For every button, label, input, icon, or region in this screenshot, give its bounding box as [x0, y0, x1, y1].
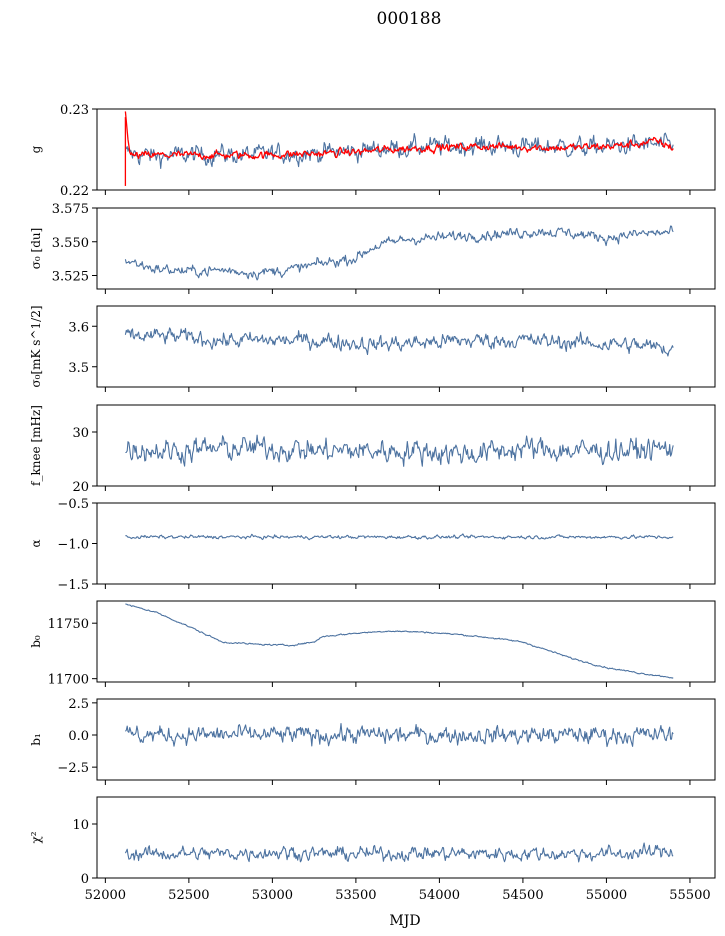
series-line-sigma0-mk-0: [124, 327, 674, 357]
series-group-b1: [124, 723, 674, 748]
axes-frame-g: [96, 108, 716, 191]
y-tick-label-b1-1: 0.0: [68, 729, 89, 744]
panel-chi2: 0 10 χ²: [29, 796, 716, 887]
y-axis-label-chi2: χ²: [29, 831, 43, 843]
y-tick-label-sigma0-mk-0: 3.5: [68, 361, 89, 376]
y-tick-label-sigma0-du-1: 3.550: [52, 236, 89, 251]
y-tick-label-sigma0-du-0: 3.525: [52, 270, 89, 285]
y-axis-label-sigma0-mk: σ₀[mK s^1/2]: [29, 305, 43, 387]
y-tick-label-b1-0: −2.5: [57, 761, 89, 776]
x-tick-label-5: 54500: [502, 888, 543, 903]
y-axis-label-b0: b₀: [29, 635, 43, 648]
panels: 0.22 0.23 g 3.525 3.550 3.575 σ₀ [du] 3.5 3.6 σ₀[…: [29, 103, 716, 903]
series-line-fknee-0: [125, 434, 674, 467]
series-line-chi2-0: [124, 842, 674, 863]
panel-b0: 11700 11750 b₀: [29, 600, 716, 688]
x-tick-labels: 52000 52500 53000 53500 54000 54500 55000 55500: [85, 888, 711, 903]
x-tick-label-1: 52500: [168, 888, 209, 903]
series-group-b0: [125, 603, 674, 679]
series-line-sigma0-du-0: [124, 225, 674, 281]
series-line-alpha-0: [125, 533, 674, 541]
series-group-sigma0-mk: [124, 327, 674, 357]
y-axis-label-fknee: f_knee [mHz]: [29, 405, 43, 486]
y-axis-label-alpha: α: [29, 539, 43, 547]
x-axis-label: MJD: [389, 913, 420, 929]
panel-g: 0.22 0.23 g: [29, 103, 716, 199]
x-tick-label-0: 52000: [85, 888, 126, 903]
series-line-g-0: [125, 132, 674, 170]
series-group-sigma0-du: [124, 225, 674, 281]
y-tick-label-g-0: 0.22: [60, 184, 89, 199]
series-line-b0-0: [125, 603, 674, 679]
series-group-chi2: [124, 842, 674, 863]
panel-sigma0-du: 3.525 3.550 3.575 σ₀ [du]: [29, 202, 716, 294]
y-tick-label-alpha-2: −0.5: [57, 497, 89, 512]
y-tick-label-alpha-1: −1.0: [57, 538, 89, 553]
series-group-g: [124, 111, 674, 170]
axes-frame-alpha: [96, 502, 716, 585]
y-tick-label-fknee-1: 30: [72, 426, 89, 441]
y-tick-label-sigma0-mk-1: 3.6: [68, 320, 89, 335]
y-tick-label-chi2-0: 0: [81, 872, 89, 887]
x-tick-label-7: 55500: [669, 888, 710, 903]
y-tick-label-b0-1: 11750: [48, 617, 89, 632]
axes-frame-sigma0-mk: [96, 305, 716, 388]
x-tick-label-2: 53000: [252, 888, 293, 903]
figure-title: 000188: [377, 9, 442, 29]
y-tick-label-chi2-1: 10: [72, 818, 89, 833]
series-line-g-1: [124, 111, 674, 161]
y-axis-label-sigma0-du: σ₀ [du]: [29, 228, 43, 270]
y-tick-label-sigma0-du-2: 3.575: [52, 202, 89, 217]
panel-sigma0-mk: 3.5 3.6 σ₀[mK s^1/2]: [29, 305, 716, 392]
series-group-fknee: [125, 434, 674, 467]
x-tick-label-4: 54000: [419, 888, 460, 903]
axes-frame-fknee: [96, 404, 716, 487]
axes-frame-b1: [96, 698, 716, 781]
series-group-alpha: [125, 533, 674, 541]
panel-b1: −2.5 0.0 2.5 b₁: [29, 697, 716, 785]
axes-frame-b0: [96, 600, 716, 683]
panel-fknee: 20 30 f_knee [mHz]: [29, 404, 716, 495]
y-tick-label-b0-0: 11700: [48, 673, 89, 688]
y-tick-label-fknee-0: 20: [72, 480, 89, 495]
y-tick-label-alpha-0: −1.5: [57, 578, 89, 593]
axes-frame-chi2: [96, 796, 716, 879]
series-line-b1-0: [124, 723, 674, 748]
x-tick-label-6: 55000: [586, 888, 627, 903]
y-axis-label-g: g: [29, 145, 43, 153]
axes-frame-sigma0-du: [96, 207, 716, 290]
y-tick-label-g-1: 0.23: [60, 103, 89, 118]
y-axis-label-b1: b₁: [29, 733, 43, 746]
x-tick-label-3: 53500: [335, 888, 376, 903]
panel-alpha: −1.5 −1.0 −0.5 α: [29, 497, 716, 593]
y-tick-label-b1-2: 2.5: [68, 697, 89, 712]
